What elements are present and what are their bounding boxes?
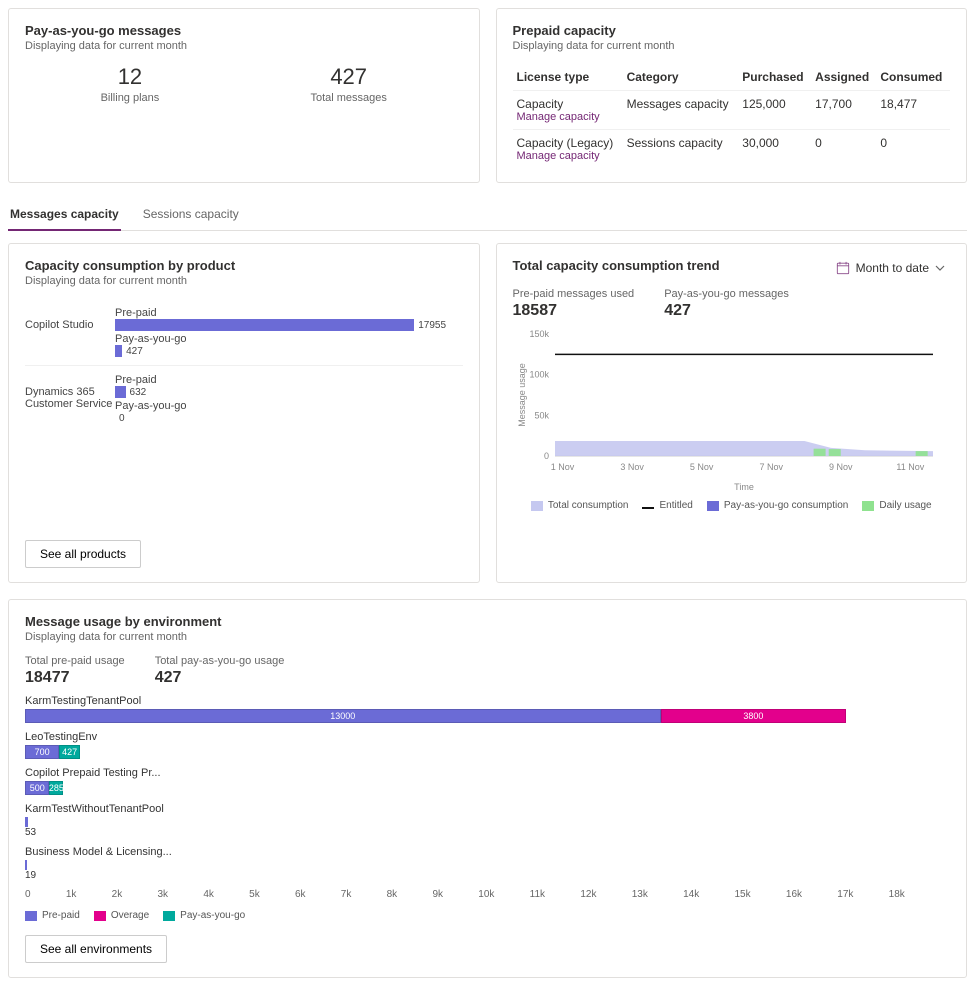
col-header: Assigned <box>811 64 876 91</box>
env-legend: Pre-paid Overage Pay-as-you-go <box>25 910 950 921</box>
bar <box>115 319 414 331</box>
environment-row: KarmTestingTenantPool130003800 <box>25 695 950 723</box>
bar <box>115 345 122 357</box>
tab-messages-capacity[interactable]: Messages capacity <box>8 201 121 231</box>
card-subtitle: Displaying data for current month <box>25 631 950 643</box>
manage-capacity-link[interactable]: Manage capacity <box>517 150 619 162</box>
tab-sessions-capacity[interactable]: Sessions capacity <box>141 201 241 230</box>
prepaid-capacity-card: Prepaid capacity Displaying data for cur… <box>496 8 968 183</box>
card-subtitle: Displaying data for current month <box>25 40 463 52</box>
legend-item: Total consumption <box>531 500 629 511</box>
legend-item: Pay-as-you-go consumption <box>707 500 849 511</box>
card-title: Total capacity consumption trend <box>513 258 720 273</box>
table-row: Capacity (Legacy)Manage capacitySessions… <box>513 130 951 169</box>
payg-messages-card: Pay-as-you-go messages Displaying data f… <box>8 8 480 183</box>
prepaid-table: License typeCategoryPurchasedAssignedCon… <box>513 64 951 168</box>
kpi-total-messages: 427 Total messages <box>310 64 386 104</box>
svg-text:1 Nov: 1 Nov <box>550 462 574 472</box>
legend-item: Daily usage <box>862 500 931 511</box>
trend-legend: Total consumption Entitled Pay-as-you-go c… <box>513 500 951 511</box>
date-range-dropdown[interactable]: Month to date <box>831 258 950 278</box>
svg-text:7 Nov: 7 Nov <box>759 462 783 472</box>
svg-text:100k: 100k <box>529 370 549 380</box>
svg-text:Message usage: Message usage <box>517 363 527 427</box>
col-header: Purchased <box>738 64 811 91</box>
product-row: Dynamics 365 Customer ServicePre-paid632… <box>25 365 463 432</box>
kpi-billing-plans: 12 Billing plans <box>101 64 160 104</box>
product-row: Copilot StudioPre-paid17955Pay-as-you-go… <box>25 299 463 365</box>
svg-text:150k: 150k <box>529 329 549 339</box>
environment-row: KarmTestWithoutTenantPool53 <box>25 803 950 838</box>
card-title: Pay-as-you-go messages <box>25 23 463 38</box>
bar-segment: 13000 <box>25 709 661 723</box>
bar-segment: 427 <box>59 745 80 759</box>
card-subtitle: Displaying data for current month <box>25 275 463 287</box>
calendar-icon <box>836 261 850 275</box>
metric-total-prepaid: Total pre-paid usage 18477 <box>25 655 125 687</box>
legend-item: Pre-paid <box>25 910 80 921</box>
see-all-environments-button[interactable]: See all environments <box>25 935 167 963</box>
legend-item: Entitled <box>642 500 692 511</box>
bar-segment: 700 <box>25 745 59 759</box>
col-header: Consumed <box>876 64 950 91</box>
svg-text:50k: 50k <box>534 410 549 420</box>
environment-row: Copilot Prepaid Testing Pr...500285 <box>25 767 950 795</box>
bar-segment: 285 <box>49 781 63 795</box>
col-header: License type <box>513 64 623 91</box>
bar-segment: 3800 <box>661 709 847 723</box>
card-title: Prepaid capacity <box>513 23 951 38</box>
metric-prepaid-used: Pre-paid messages used 18587 <box>513 288 635 320</box>
svg-text:0: 0 <box>543 451 548 461</box>
legend-item: Overage <box>94 910 149 921</box>
trend-chart: 150k 100k 50k 0 Message usage 1 Nov 3 Nov 5 Nov… <box>513 324 943 494</box>
consumption-trend-card: Total capacity consumption trend Month t… <box>496 243 968 583</box>
bar <box>115 386 126 398</box>
svg-text:3 Nov: 3 Nov <box>620 462 644 472</box>
environment-row: Business Model & Licensing...19 <box>25 846 950 881</box>
capacity-tabs: Messages capacity Sessions capacity <box>8 201 967 231</box>
col-header: Category <box>623 64 739 91</box>
table-row: CapacityManage capacityMessages capacity… <box>513 91 951 130</box>
consumption-by-product-card: Capacity consumption by product Displayi… <box>8 243 480 583</box>
svg-text:11 Nov: 11 Nov <box>896 462 924 472</box>
chevron-down-icon <box>935 263 945 273</box>
metric-total-payg: Total pay-as-you-go usage 427 <box>155 655 285 687</box>
card-subtitle: Displaying data for current month <box>513 40 951 52</box>
bar-segment: 500 <box>25 781 49 795</box>
see-all-products-button[interactable]: See all products <box>25 540 141 568</box>
manage-capacity-link[interactable]: Manage capacity <box>517 111 619 123</box>
legend-item: Pay-as-you-go <box>163 910 245 921</box>
card-title: Message usage by environment <box>25 614 950 629</box>
svg-text:9 Nov: 9 Nov <box>829 462 853 472</box>
card-title: Capacity consumption by product <box>25 258 463 273</box>
usage-by-environment-card: Message usage by environment Displaying … <box>8 599 967 978</box>
svg-text:5 Nov: 5 Nov <box>689 462 713 472</box>
environment-row: LeoTestingEnv700427 <box>25 731 950 759</box>
svg-text:Time: Time <box>734 482 754 492</box>
metric-payg-messages: Pay-as-you-go messages 427 <box>664 288 789 320</box>
env-axis: 01k2k3k4k5k6k7k8k9k10k11k12k13k14k15k16k… <box>25 889 905 900</box>
